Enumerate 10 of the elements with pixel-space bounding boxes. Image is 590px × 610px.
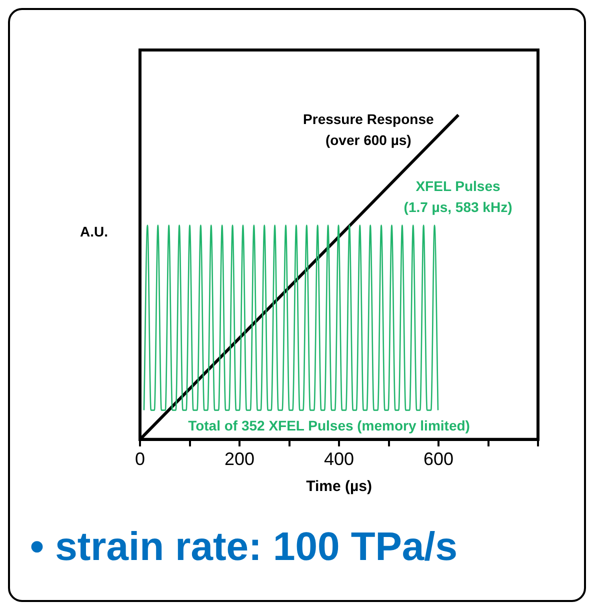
series-label: XFEL Pulses (1.7 µs, 583 kHz) [404, 178, 512, 216]
x-tick-label: 200 [224, 449, 255, 470]
text: • strain rate: 100 TPa/s [30, 525, 458, 570]
annotation: Total of 352 XFEL Pulses (memory limited) [188, 417, 470, 434]
x-axis-title: Time (µs) [306, 478, 372, 496]
x-tick-label: 600 [423, 449, 454, 470]
series-label: Pressure Response (over 600 µs) [303, 110, 434, 148]
x-tick-label: 0 [134, 449, 146, 470]
y-axis-title: A.U. [80, 224, 108, 240]
x-tick-label: 400 [324, 449, 354, 470]
